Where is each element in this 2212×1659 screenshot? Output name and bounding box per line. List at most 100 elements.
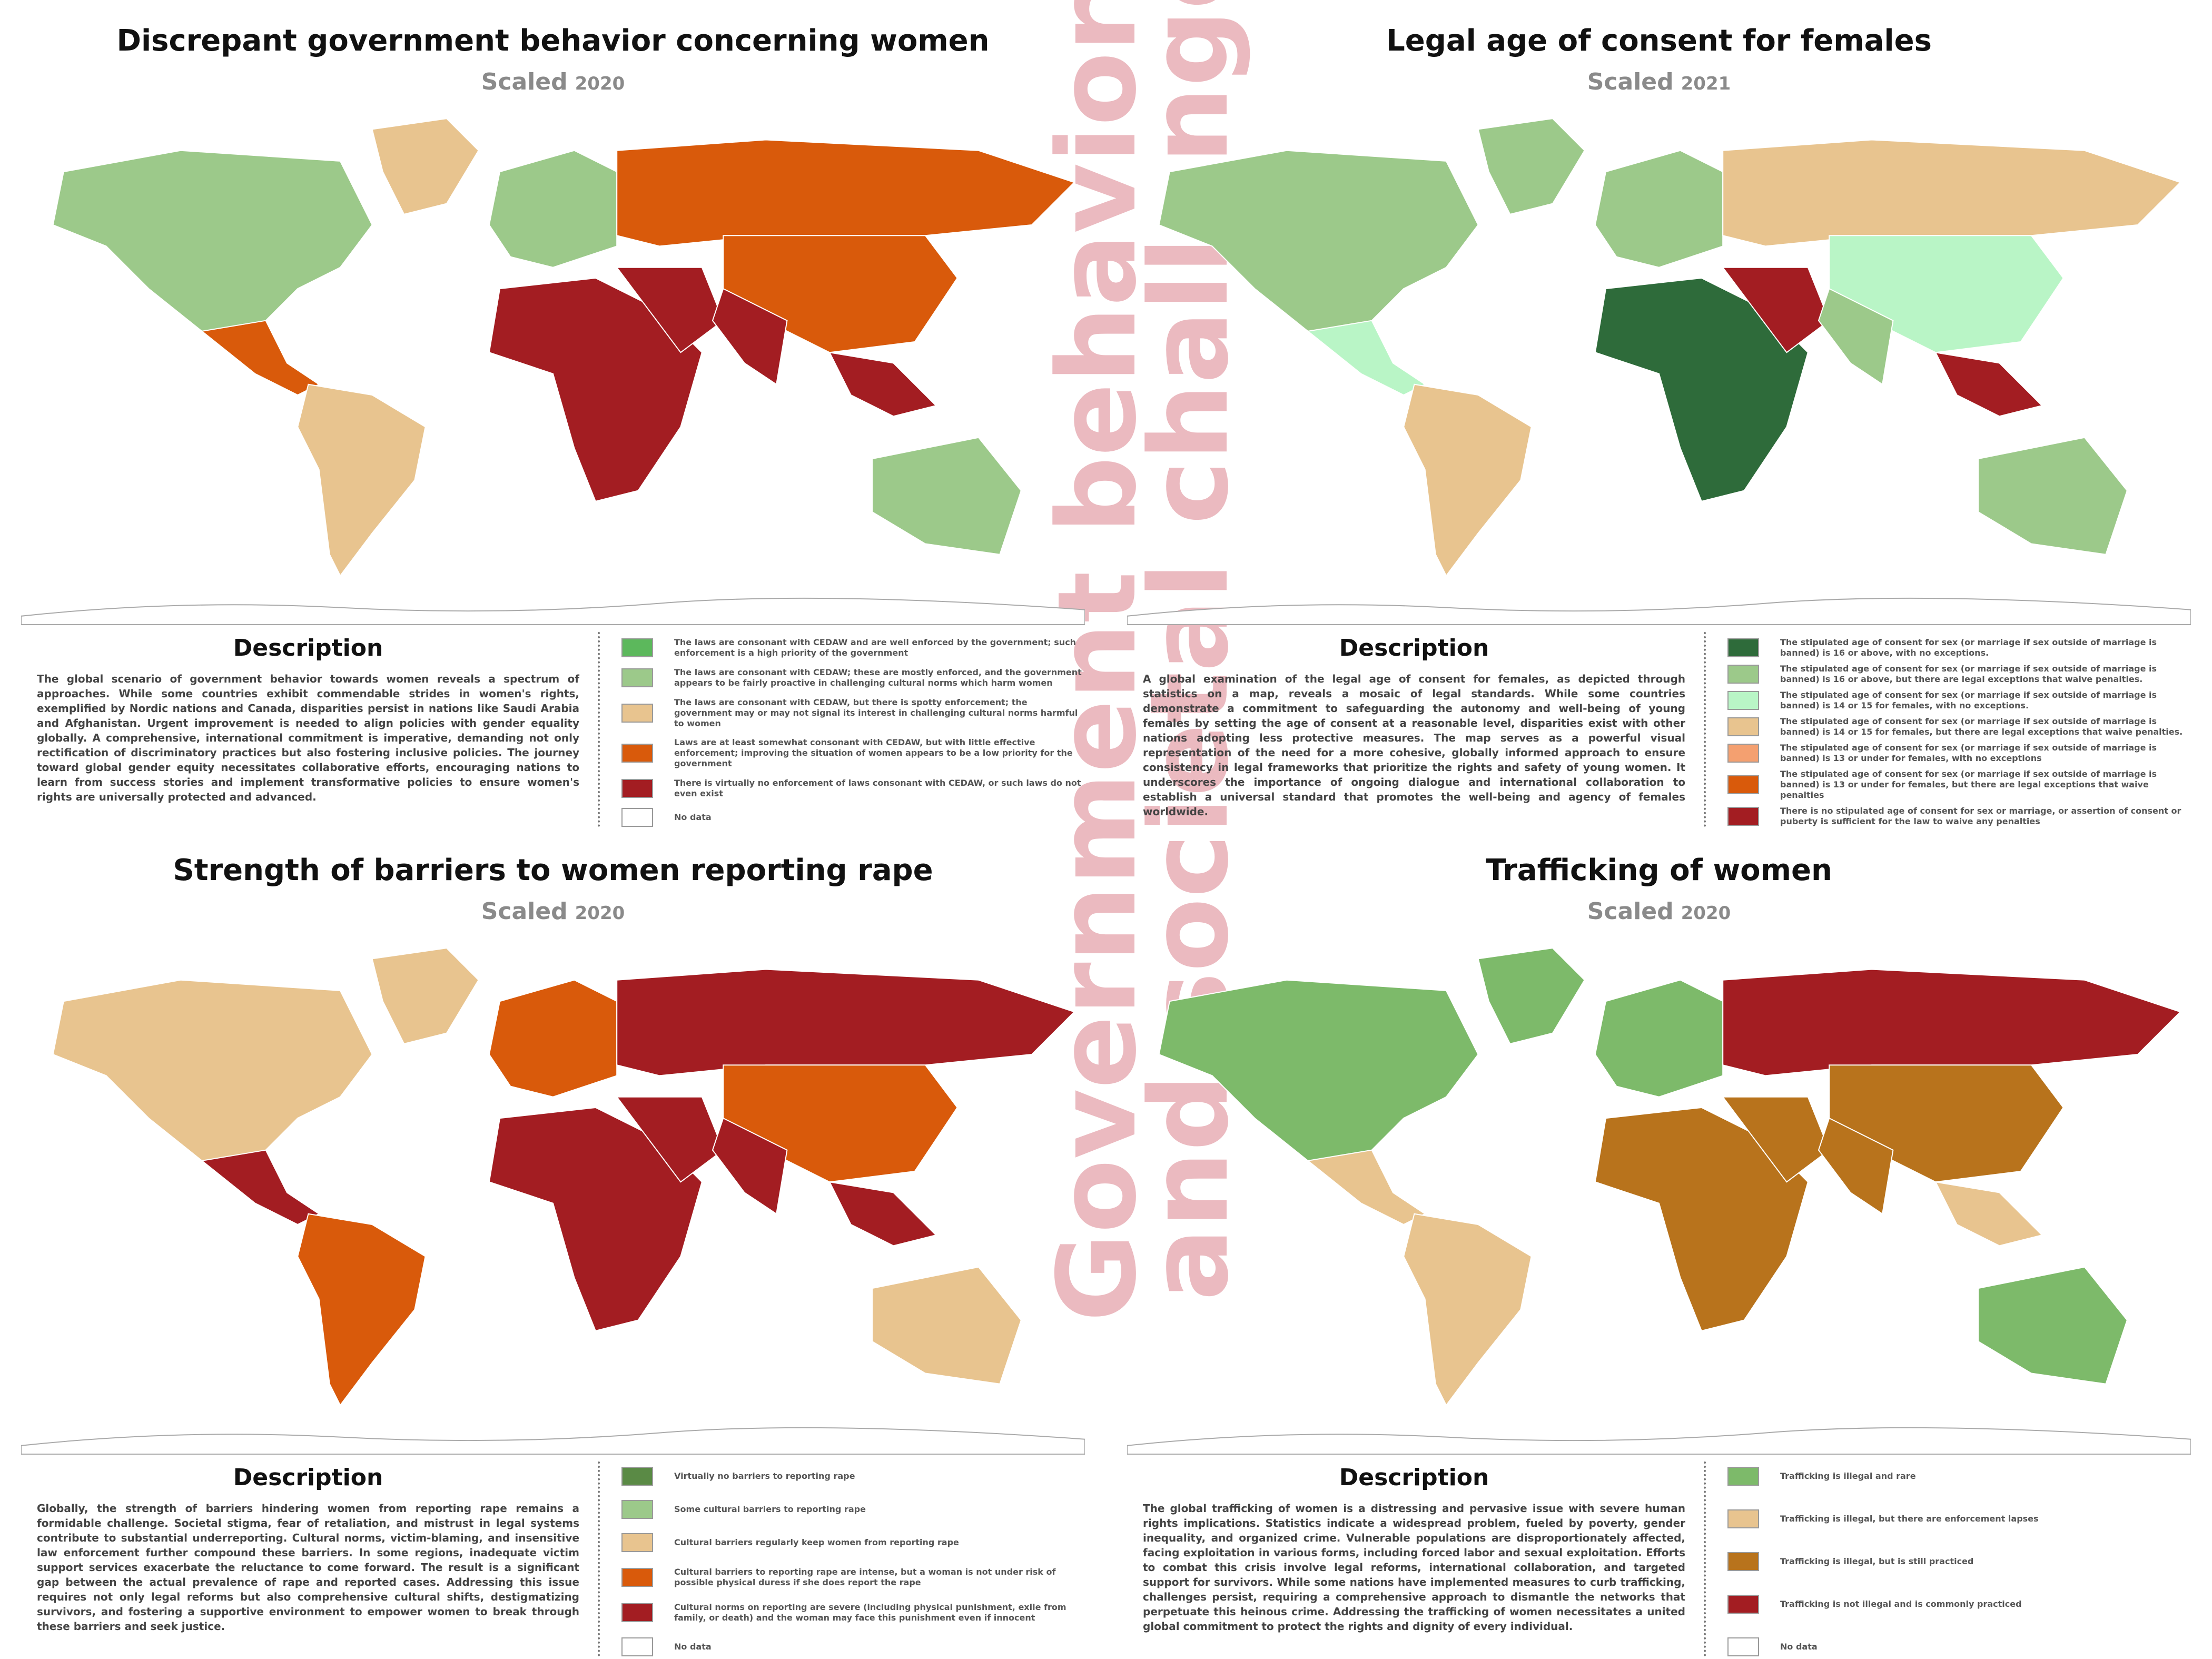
region bbox=[1403, 1213, 1532, 1407]
legend-label: Trafficking is illegal, but there are en… bbox=[1780, 1514, 2039, 1524]
panel-title: Strength of barriers to women reporting … bbox=[173, 853, 933, 887]
region bbox=[1307, 320, 1426, 396]
region bbox=[1818, 1117, 1894, 1215]
region bbox=[488, 979, 618, 1098]
region bbox=[1307, 1149, 1426, 1226]
region bbox=[1722, 969, 2181, 1077]
legend-item: Trafficking is illegal and rare bbox=[1727, 1467, 2191, 1486]
separator bbox=[1704, 632, 1706, 827]
legend-item: Cultural norms on reporting are severe (… bbox=[621, 1602, 1085, 1623]
region bbox=[1722, 266, 1830, 353]
legend-swatch bbox=[621, 668, 653, 687]
world-map bbox=[1127, 947, 2191, 1455]
legend-swatch bbox=[1727, 691, 1759, 710]
subtitle: Scaled 2020 bbox=[1106, 898, 2212, 925]
legend: Trafficking is illegal and rare Trafficki… bbox=[1727, 1467, 2191, 1656]
legend-item: Virtually no barriers to reporting rape bbox=[621, 1467, 1085, 1486]
legend-swatch bbox=[1727, 1637, 1759, 1656]
separator bbox=[598, 632, 600, 827]
legend-item: The stipulated age of consent for sex (o… bbox=[1727, 664, 2191, 685]
legend-item: Trafficking is illegal, but is still pra… bbox=[1727, 1552, 2191, 1571]
region bbox=[616, 1096, 724, 1183]
legend-swatch bbox=[621, 1637, 653, 1656]
region bbox=[201, 1149, 320, 1226]
panel: Trafficking of women Scaled 2020 Descriptio… bbox=[1106, 829, 2212, 1659]
legend-label: Laws are at least somewhat consonant wit… bbox=[674, 737, 1073, 769]
legend-label: The laws are consonant with CEDAW and ar… bbox=[674, 637, 1077, 658]
legend-label: Some cultural barriers to reporting rape bbox=[674, 1504, 866, 1515]
legend-swatch bbox=[1727, 1467, 1759, 1486]
legend-swatch bbox=[621, 703, 653, 723]
legend-item: The stipulated age of consent for sex (o… bbox=[1727, 769, 2191, 801]
separator bbox=[598, 1461, 600, 1656]
description: A global examination of the legal age of… bbox=[1143, 673, 1685, 818]
description: Globally, the strength of barriers hinde… bbox=[37, 1502, 579, 1633]
legend-swatch bbox=[621, 1500, 653, 1519]
region bbox=[712, 1117, 788, 1215]
region bbox=[371, 118, 479, 215]
region bbox=[1977, 1266, 2128, 1385]
legend-item: Cultural barriers regularly keep women f… bbox=[621, 1533, 1085, 1553]
region bbox=[1594, 979, 1724, 1098]
region bbox=[201, 320, 320, 396]
legend-label: The stipulated age of consent for sex (o… bbox=[1780, 637, 2157, 658]
legend-swatch bbox=[621, 1467, 653, 1486]
region bbox=[488, 277, 703, 502]
legend-label: There is virtually no enforcement of law… bbox=[674, 778, 1081, 799]
legend-item: Some cultural barriers to reporting rape bbox=[621, 1500, 1085, 1519]
panel-title: Legal age of consent for females bbox=[1386, 24, 1932, 58]
antarctica bbox=[1127, 597, 2191, 625]
region bbox=[712, 288, 788, 386]
legend-swatch bbox=[1727, 1552, 1759, 1571]
legend-label: Trafficking is not illegal and is common… bbox=[1780, 1599, 2022, 1609]
legend-swatch bbox=[1727, 807, 1759, 826]
legend-item: There is virtually no enforcement of law… bbox=[621, 778, 1085, 799]
description: The global trafficking of women is a dis… bbox=[1143, 1502, 1685, 1633]
region bbox=[1722, 1096, 1830, 1183]
legend-label: Cultural norms on reporting are severe (… bbox=[674, 1602, 1066, 1623]
region bbox=[1403, 383, 1532, 577]
legend-swatch bbox=[621, 807, 653, 827]
legend-swatch bbox=[621, 1533, 653, 1553]
legend-item: The stipulated age of consent for sex (o… bbox=[1727, 637, 2191, 658]
region bbox=[1818, 288, 1894, 386]
legend-item: There is no stipulated age of consent fo… bbox=[1727, 806, 2191, 827]
region bbox=[616, 969, 1075, 1077]
subtitle-label: Scaled bbox=[481, 68, 568, 95]
region bbox=[828, 1181, 937, 1247]
region bbox=[871, 1266, 1022, 1385]
legend: Virtually no barriers to reporting rape S… bbox=[621, 1467, 1085, 1656]
legend-label: Cultural barriers regularly keep women f… bbox=[674, 1537, 959, 1548]
legend-item: Trafficking is illegal, but there are en… bbox=[1727, 1509, 2191, 1528]
description: The global scenario of government behavi… bbox=[37, 673, 579, 803]
legend-label: The stipulated age of consent for sex (o… bbox=[1780, 743, 2157, 763]
legend-item: The laws are consonant with CEDAW, but t… bbox=[621, 697, 1085, 729]
region bbox=[488, 1107, 703, 1332]
region bbox=[1934, 1181, 2043, 1247]
year: 2020 bbox=[1681, 903, 1731, 924]
panel-title: Discrepant government behavior concernin… bbox=[116, 24, 990, 58]
legend-swatch bbox=[621, 744, 653, 763]
legend-item: Cultural barriers to reporting rape are … bbox=[621, 1567, 1085, 1588]
region bbox=[297, 1213, 426, 1407]
legend-label: Cultural barriers to reporting rape are … bbox=[674, 1566, 1056, 1587]
legend-label: The laws are consonant with CEDAW; these… bbox=[674, 667, 1082, 688]
region bbox=[1977, 437, 2128, 555]
world-map bbox=[1127, 118, 2191, 625]
legend-label: Virtually no barriers to reporting rape bbox=[674, 1471, 855, 1481]
legend-item: No data bbox=[621, 1637, 1085, 1656]
panel: Discrepant government behavior concernin… bbox=[0, 0, 1106, 829]
world-map bbox=[21, 947, 1085, 1455]
separator bbox=[1704, 1461, 1706, 1656]
region bbox=[488, 150, 618, 268]
legend-swatch bbox=[621, 1567, 653, 1587]
legend-swatch bbox=[1727, 744, 1759, 763]
description-heading: Description bbox=[1339, 1464, 1489, 1491]
region bbox=[1934, 351, 2043, 417]
subtitle: Scaled 2020 bbox=[0, 68, 1106, 95]
year: 2021 bbox=[1681, 73, 1731, 94]
region bbox=[616, 266, 724, 353]
legend-swatch bbox=[1727, 717, 1759, 736]
legend: The stipulated age of consent for sex (o… bbox=[1727, 637, 2191, 827]
region bbox=[871, 437, 1022, 555]
